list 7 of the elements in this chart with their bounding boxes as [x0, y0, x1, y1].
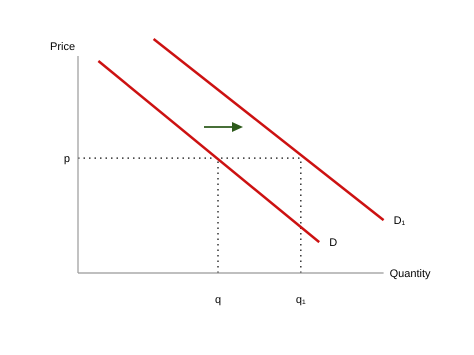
- x-axis-title: Quantity: [390, 268, 432, 280]
- x-tick-label: q: [214, 294, 222, 306]
- ref-line-label: p: [64, 153, 70, 166]
- series-label: D₁: [394, 215, 406, 228]
- series-label: D: [329, 237, 338, 250]
- y-axis-title: Price: [50, 41, 76, 53]
- x-tick-label: q₁: [296, 294, 306, 306]
